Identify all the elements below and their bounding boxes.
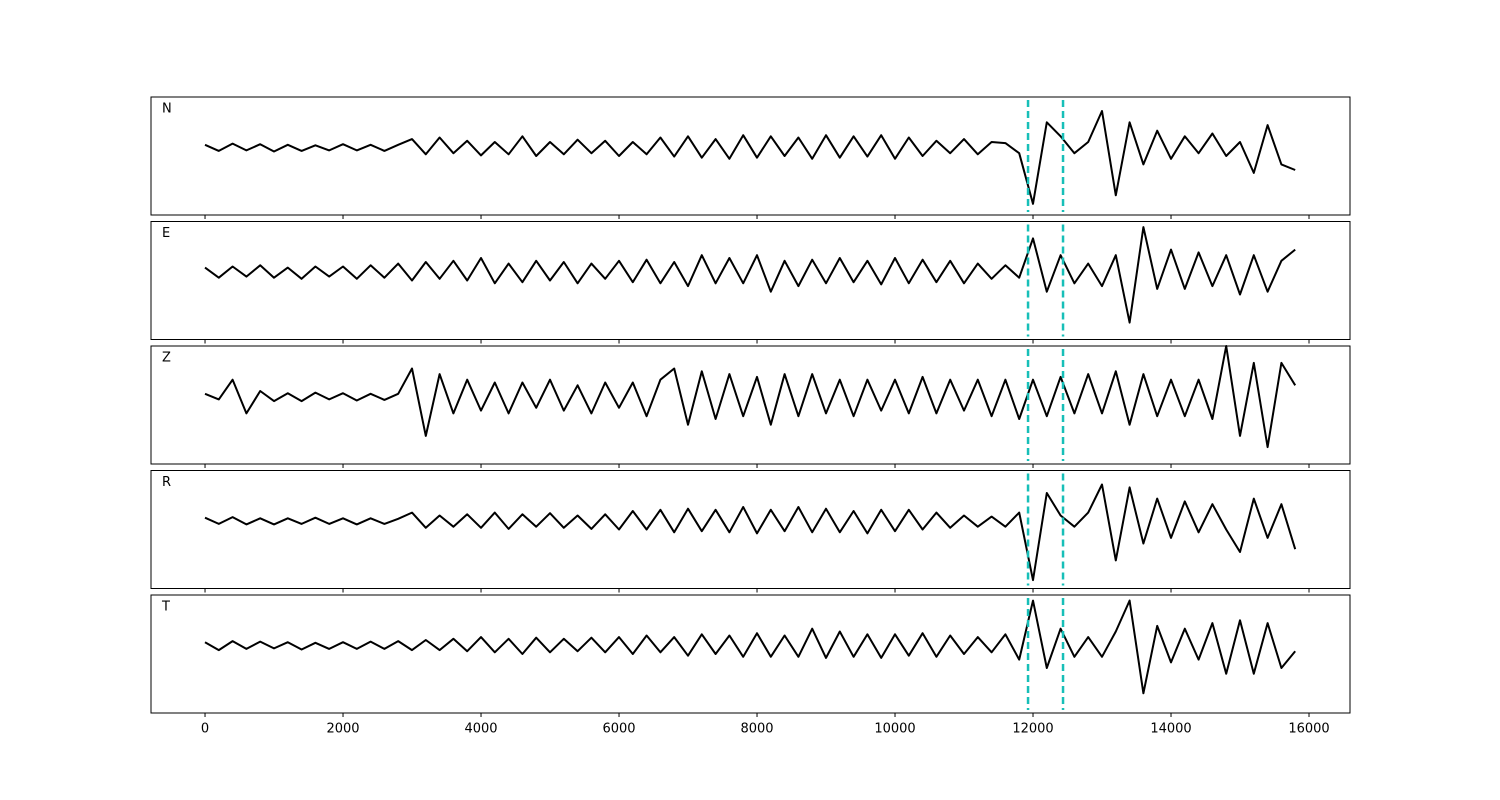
x-tick-label: 6000 <box>602 722 635 737</box>
x-tick-label: 12000 <box>1012 722 1053 737</box>
trace <box>204 110 1296 205</box>
panel-label: R <box>162 475 171 490</box>
x-tick-label: 4000 <box>464 722 497 737</box>
panel-label: N <box>162 102 172 117</box>
panel-frame <box>150 470 1351 589</box>
panel-label: T <box>161 600 170 615</box>
panel-label: E <box>162 226 170 241</box>
x-tick-label: 16000 <box>1288 722 1329 737</box>
trace <box>204 483 1297 582</box>
x-tick-label: 0 <box>201 722 209 737</box>
trace <box>204 226 1296 324</box>
trace <box>204 345 1297 449</box>
x-tick-label: 2000 <box>326 722 359 737</box>
x-tick-label: 14000 <box>1150 722 1191 737</box>
panel-frame <box>150 96 1351 216</box>
panel-frame <box>150 594 1351 714</box>
x-tick-label: 10000 <box>874 722 915 737</box>
panel-label: Z <box>162 351 171 366</box>
x-tick-label: 8000 <box>740 722 773 737</box>
panel-frame <box>150 221 1351 340</box>
panel-frame <box>150 345 1351 465</box>
trace <box>204 599 1296 695</box>
